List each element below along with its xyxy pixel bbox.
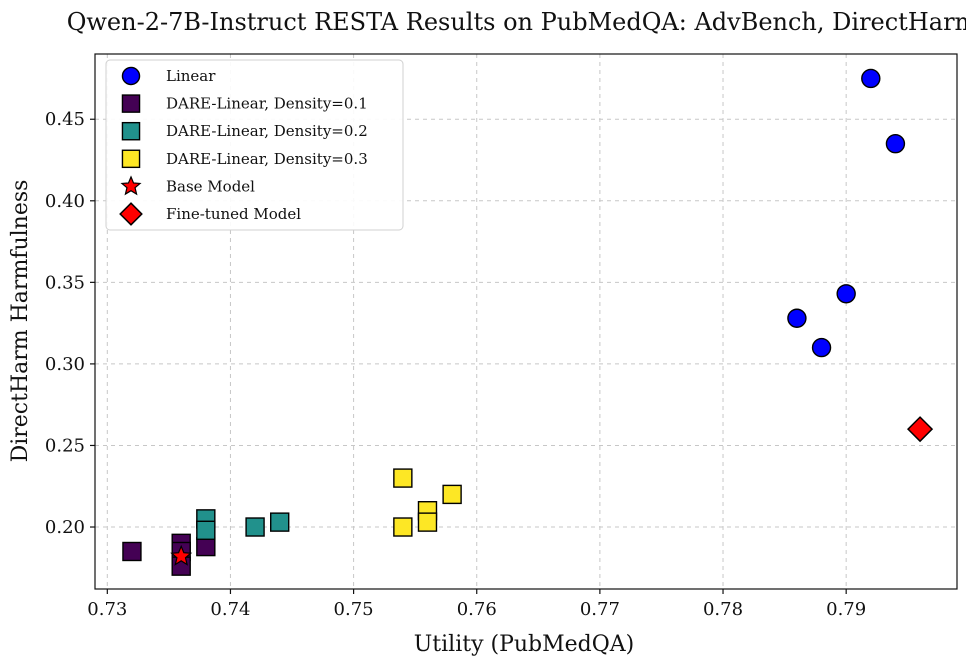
y-tick-label: 0.45	[45, 109, 85, 130]
legend-star-marker	[120, 175, 142, 196]
square-data-point	[442, 484, 462, 505]
legend-square-marker	[121, 149, 141, 169]
x-tick-label: 0.74	[210, 599, 250, 620]
legend-label: DARE-Linear, Density=0.3	[166, 150, 368, 168]
plot-frame	[94, 53, 958, 590]
square-data-point	[196, 520, 216, 540]
square-data-point	[122, 541, 142, 562]
x-tick-label: 0.75	[334, 599, 374, 620]
y-axis-label: DirectHarm Harmfulness	[8, 180, 33, 463]
y-tick-label: 0.30	[45, 354, 85, 375]
chart-title: Qwen-2-7B-Instruct RESTA Results on PubM…	[67, 8, 966, 36]
legend-square-marker	[121, 94, 141, 113]
y-tick-label: 0.25	[45, 435, 85, 456]
legend: Linear DARE-Linear, Density=0.1 DARE-Linea…	[105, 59, 404, 231]
legend-label: Fine-tuned Model	[166, 205, 301, 223]
legend-label: Linear	[166, 67, 216, 85]
tick-layer: 0.73 0.74 0.75 0.76 0.77 0.78 0.79 0.20 0.25 0.30…	[45, 109, 866, 620]
legend-diamond-marker	[119, 202, 143, 226]
square-data-point	[270, 512, 290, 532]
square-data-point	[393, 517, 413, 537]
legend-box	[105, 59, 404, 231]
x-tick-label: 0.78	[703, 599, 743, 620]
x-tick-label: 0.76	[457, 599, 497, 620]
y-tick-label: 0.20	[45, 517, 85, 538]
circle-data-point	[885, 134, 906, 154]
square-data-point	[196, 536, 216, 557]
square-data-point	[417, 512, 438, 532]
legend-label: Base Model	[166, 177, 255, 195]
points-layer	[122, 68, 934, 576]
y-tick-label: 0.40	[45, 191, 85, 212]
x-tick-label: 0.73	[87, 599, 127, 620]
y-tick-label: 0.35	[45, 272, 85, 293]
legend-label: DARE-Linear, Density=0.2	[166, 122, 368, 140]
circle-data-point	[811, 337, 832, 358]
square-data-point	[393, 468, 413, 488]
x-tick-label: 0.77	[580, 599, 620, 620]
x-tick-label: 0.79	[826, 599, 866, 620]
circle-data-point	[836, 284, 856, 304]
circle-data-point	[861, 68, 881, 89]
circle-data-point	[787, 308, 807, 328]
legend-circle-marker	[121, 66, 141, 86]
square-data-point	[245, 517, 265, 537]
legend-square-marker	[121, 121, 141, 141]
x-axis-label: Utility (PubMedQA)	[414, 632, 635, 657]
star-data-point	[170, 544, 193, 566]
diamond-data-point	[906, 416, 934, 443]
legend-label: DARE-Linear, Density=0.1	[166, 95, 368, 113]
